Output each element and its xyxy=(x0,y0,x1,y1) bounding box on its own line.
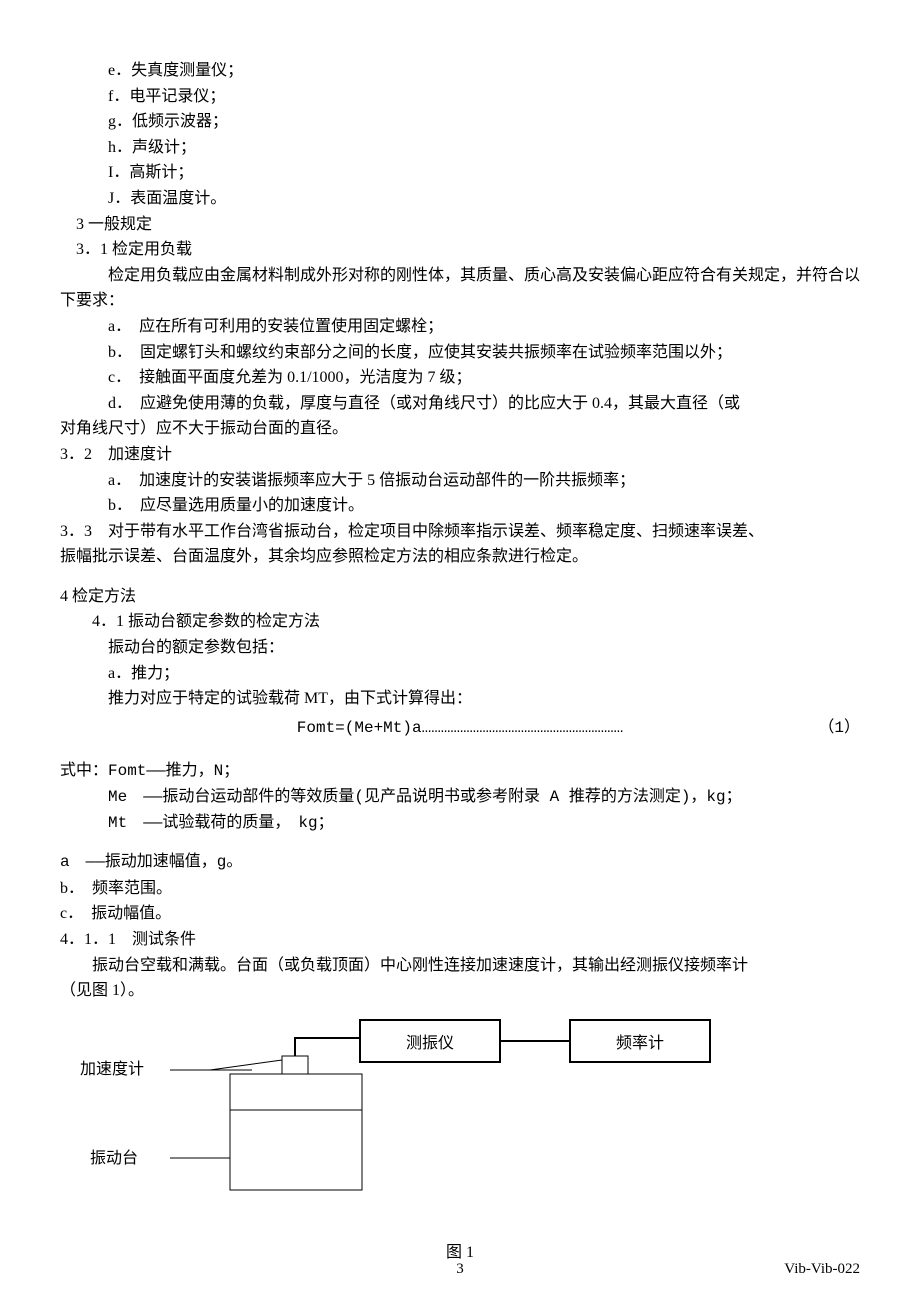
meter-label: 测振仪 xyxy=(406,1034,454,1052)
section31-d2: 对角线尺寸）应不大于振动台面的直径。 xyxy=(60,416,860,442)
section41-a-desc: 推力对应于特定的试验载荷 MT，由下式计算得出： xyxy=(60,686,860,712)
table-lower-box xyxy=(230,1110,362,1190)
section411-desc2: （见图 1）。 xyxy=(60,978,860,1004)
acc-label: 加速度计 xyxy=(80,1060,144,1078)
section32-title: 3．2 加速度计 xyxy=(60,442,860,468)
figure-1: 测振仪 频率计 加速度计 振动台 xyxy=(60,1008,860,1238)
section32-b: b． 应尽量选用质量小的加速度计。 xyxy=(60,493,860,519)
page-footer: 3 Vib-Vib-022 xyxy=(60,1257,860,1281)
equip-item-e: e．失真度测量仪； xyxy=(60,58,860,84)
table-upper-box xyxy=(230,1074,362,1110)
section411-desc1: 振动台空载和满载。台面（或负载顶面）中心刚性连接加速速度计，其输出经测振仪接频率… xyxy=(60,953,860,979)
formula-text: Fomt=(Me+Mt)a xyxy=(297,719,422,737)
equip-item-i: I．高斯计； xyxy=(60,160,860,186)
section411-title: 4．1．1 测试条件 xyxy=(60,927,860,953)
where-me: Me ——振动台运动部件的等效质量(见产品说明书或参考附录 A 推荐的方法测定)… xyxy=(60,785,860,811)
section41-title: 4．1 振动台额定参数的检定方法 xyxy=(60,609,860,635)
section32-a: a． 加速度计的安装谐振频率应大于 5 倍振动台运动部件的一阶共振频率； xyxy=(60,468,860,494)
freq-label: 频率计 xyxy=(616,1034,664,1052)
section31-a: a． 应在所有可利用的安装位置使用固定螺栓； xyxy=(60,314,860,340)
section4-title: 4 检定方法 xyxy=(60,584,860,610)
equip-item-g: g．低频示波器； xyxy=(60,109,860,135)
formula-1: Fomt=(Me+Mt)a （1） xyxy=(60,716,860,742)
section3-title: 3 一般规定 xyxy=(60,212,860,238)
equip-item-h: h．声级计； xyxy=(60,135,860,161)
equip-item-j: J．表面温度计。 xyxy=(60,186,860,212)
section41-intro: 振动台的额定参数包括： xyxy=(60,635,860,661)
where-mt: Mt ——试验载荷的质量， kg； xyxy=(60,811,860,837)
label-line-acc xyxy=(170,1060,282,1070)
section33-l2: 振幅批示误差、台面温度外，其余均应参照检定方法的相应条款进行检定。 xyxy=(60,544,860,570)
formula-no: （1） xyxy=(818,716,860,742)
section31-c: c． 接触面平面度允差为 0.1/1000，光洁度为 7 级； xyxy=(60,365,860,391)
where-a: a ——振动加速幅值，g。 xyxy=(60,850,860,876)
equip-item-f: f．电平记录仪； xyxy=(60,84,860,110)
section31-b: b． 固定螺钉头和螺纹约束部分之间的长度，应使其安装共振频率在试验频率范围以外； xyxy=(60,340,860,366)
vib-label: 振动台 xyxy=(90,1149,138,1167)
page-number: 3 xyxy=(60,1257,860,1281)
edge-sensor-meter xyxy=(295,1038,360,1056)
sensor-box xyxy=(282,1056,308,1074)
section31-d1: d． 应避免使用薄的负载，厚度与直径（或对角线尺寸）的比应大于 0.4，其最大直… xyxy=(60,391,860,417)
section31-intro: 检定用负载应由金属材料制成外形对称的刚性体，其质量、质心高及安装偏心距应符合有关… xyxy=(60,263,860,314)
section41-a: a．推力； xyxy=(60,661,860,687)
section33-l1: 3．3 对于带有水平工作台湾省振动台，检定项目中除频率指示误差、频率稳定度、扫频… xyxy=(60,519,860,545)
section4-c: c． 振动幅值。 xyxy=(60,901,860,927)
section4-b: b． 频率范围。 xyxy=(60,876,860,902)
where-fomt: 式中：Fomt——推力，N； xyxy=(60,759,860,785)
formula-dots xyxy=(422,719,624,737)
section31-title: 3．1 检定用负载 xyxy=(60,237,860,263)
